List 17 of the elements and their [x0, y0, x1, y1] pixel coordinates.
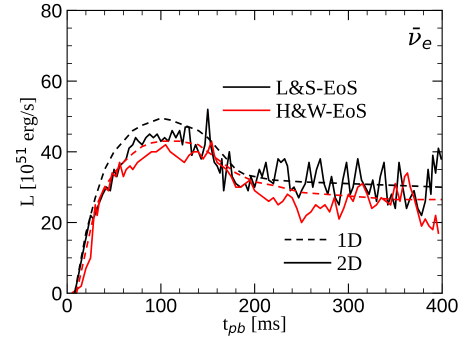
y-tick-label: 40 — [41, 145, 62, 160]
y-axis-title: L [10$^{51}$ erg/s] — [16, 98, 38, 206]
legend-label: L&S-EoS — [276, 80, 357, 95]
legend-label: H&W-EoS — [276, 104, 366, 118]
x-tick-label: 300 — [332, 298, 364, 312]
x-axis-title: t$_{pb}$ [ms] — [222, 316, 286, 336]
y-tick-label: 80 — [41, 4, 62, 18]
x-tick-label: 100 — [146, 298, 176, 312]
annotation: 2D — [338, 256, 362, 270]
x-tick-label: 200 — [239, 298, 270, 312]
y-tick-label: 0 — [52, 286, 62, 300]
y-tick-label: 20 — [42, 216, 62, 230]
x-tick-label: 0 — [62, 298, 72, 312]
y-tick-label: 60 — [42, 74, 62, 88]
x-tick-label: 400 — [426, 298, 458, 312]
annotation: ν̄$_{e}$ — [408, 27, 432, 50]
annotation: 1D — [338, 233, 362, 247]
